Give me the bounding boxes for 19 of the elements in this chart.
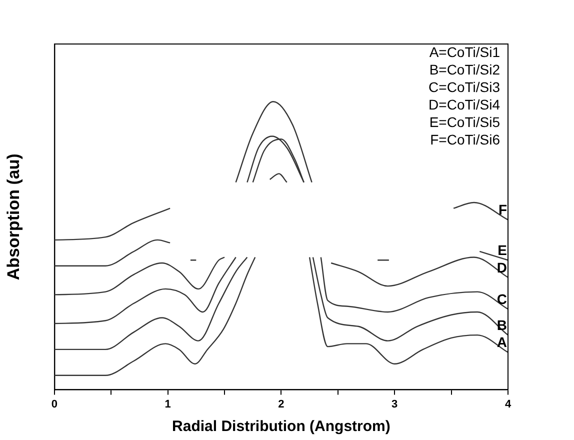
x-tick-label: 2 xyxy=(278,398,284,410)
series-label: B xyxy=(496,316,507,333)
x-tick-label: 1 xyxy=(164,398,171,410)
y-axis-title: Absorption (au) xyxy=(4,154,23,280)
series-label: A xyxy=(496,334,507,350)
x-axis-title: Radial Distribution (Angstrom) xyxy=(172,418,390,436)
text: A=CoTi/Si1 xyxy=(429,44,500,60)
series-label: D xyxy=(496,259,507,276)
annotation: D=CoTi/Si4 xyxy=(428,96,500,112)
text: C=CoTi/Si3 xyxy=(428,78,500,95)
x-tick-label: 3 xyxy=(392,398,398,410)
annotation: E=CoTi/Si5 xyxy=(429,114,500,130)
x-tick-label: 4 xyxy=(504,398,512,410)
series-label: C xyxy=(496,290,507,307)
series-label: E xyxy=(498,242,507,258)
text: B=CoTi/Si2 xyxy=(429,61,500,78)
annotation: F=CoTi/Si6 xyxy=(430,131,500,148)
series-label: F xyxy=(498,202,508,218)
x-tick-label: 0 xyxy=(51,398,58,410)
